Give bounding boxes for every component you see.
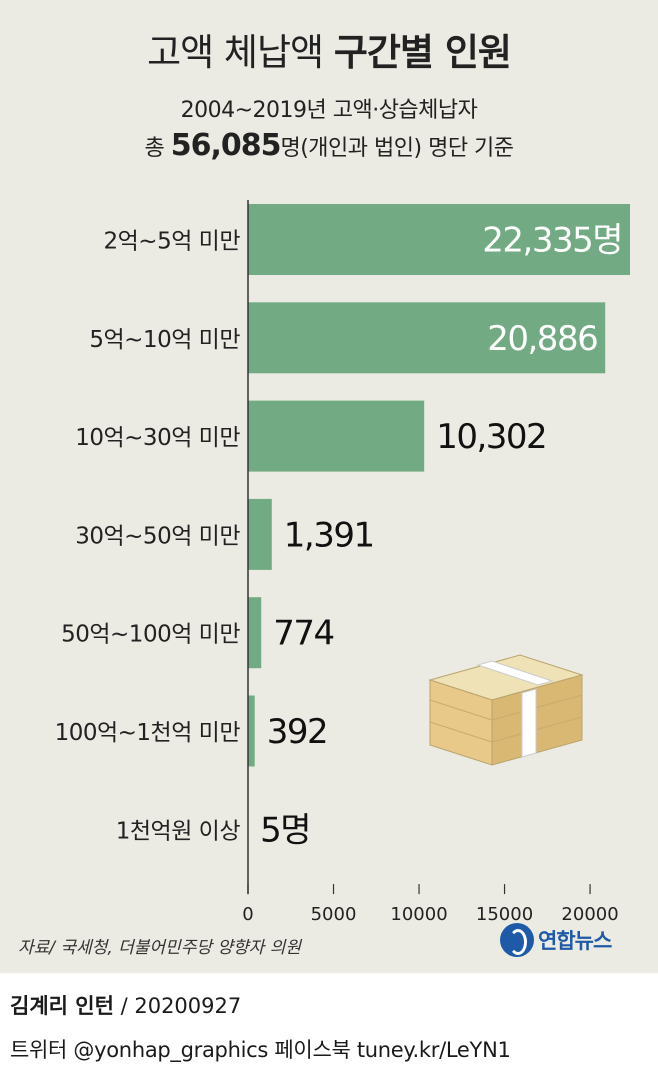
value-label: 774 — [273, 614, 333, 654]
footer-date: / 20200927 — [113, 994, 242, 1018]
category-label: 5억~10억 미만 — [89, 327, 240, 353]
bar — [248, 597, 262, 669]
footer-social: 트위터 @yonhap_graphics 페이스북 tuney.kr/LeYN1 — [10, 1034, 658, 1064]
subtitle-post: 명(개인과 법인) 명단 기준 — [280, 136, 514, 161]
value-label: 392 — [267, 712, 327, 752]
value-label: 20,886 — [487, 319, 597, 359]
subtitle-line2: 총 56,085명(개인과 법인) 명단 기준 — [0, 128, 658, 163]
bar — [248, 204, 630, 275]
bar — [248, 302, 606, 374]
category-label: 50억~100억 미만 — [61, 622, 240, 648]
source-note: 자료/ 국세청, 더불어민주당 양향자 의원 — [18, 938, 301, 958]
title-bold: 구간별 인원 — [333, 31, 512, 74]
bar-chart: 2억~5억 미만 22,335명 5억~10억 미만 20,886 10억~30억 미만… — [55, 200, 630, 925]
bar — [248, 695, 255, 767]
x-tick-label: 10000 — [390, 904, 447, 925]
money-stack-illustration — [428, 654, 584, 766]
category-label: 1천억원 이상 — [116, 818, 241, 844]
chart-title: 고액 체납액 구간별 인원 — [0, 22, 658, 76]
value-label: 10,302 — [436, 417, 546, 457]
footer-author: 김계리 인턴 — [10, 994, 114, 1018]
category-label: 30억~50억 미만 — [75, 523, 240, 549]
subtitle-total: 56,085 — [170, 128, 282, 163]
value-label: 22,335명 — [482, 221, 622, 261]
yonhap-logo: 연합뉴스 — [500, 920, 612, 960]
title-light: 고액 체납액 — [147, 31, 334, 74]
yonhap-logo-icon — [500, 923, 534, 957]
logo-text: 연합뉴스 — [538, 929, 612, 953]
subtitle-pre: 총 — [144, 136, 171, 161]
x-tick-label: 0 — [242, 904, 253, 925]
subtitle-line1: 2004~2019년 고액·상습체납자 — [180, 98, 478, 123]
category-label: 100억~1천억 미만 — [55, 720, 241, 746]
value-label: 5명 — [260, 810, 310, 850]
footer-credit: 김계리 인턴 / 20200927 — [10, 990, 658, 1020]
category-label: 10억~30억 미만 — [75, 425, 240, 451]
bar — [248, 400, 425, 472]
chart-panel — [0, 0, 658, 973]
x-tick-label: 15000 — [476, 904, 533, 925]
bar — [248, 498, 272, 570]
category-label: 2억~5억 미만 — [104, 229, 241, 255]
x-tick-label: 5000 — [311, 904, 357, 925]
x-tick-label: 20000 — [561, 904, 618, 925]
value-label: 1,391 — [284, 515, 374, 555]
